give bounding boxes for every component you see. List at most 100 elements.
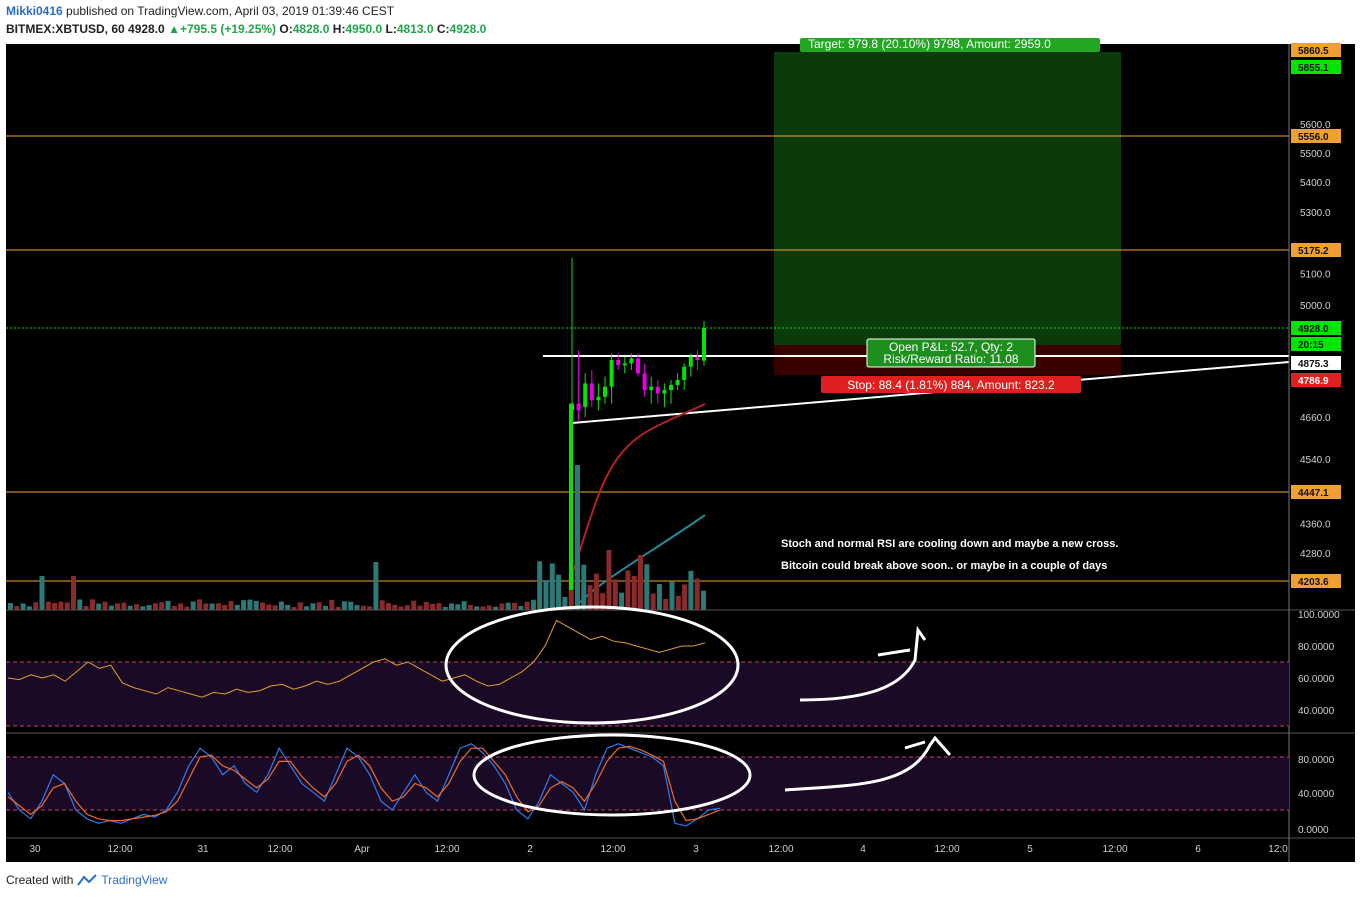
- volume-bar: [644, 564, 650, 610]
- volume-bar: [272, 605, 278, 610]
- volume-bar: [455, 604, 461, 610]
- price-tick-label: 5300.0: [1300, 208, 1331, 219]
- volume-bar: [360, 605, 366, 610]
- volume-bar: [83, 606, 89, 610]
- price-tag: [1291, 373, 1341, 387]
- time-tick-label: Apr: [354, 844, 370, 855]
- time-tick-label: 4: [860, 844, 866, 855]
- annotation-line-2: Bitcoin could break above soon.. or mayb…: [781, 560, 1107, 572]
- price-change: +795.5 (+19.25%): [179, 22, 277, 36]
- candle: [570, 403, 574, 411]
- volume-bar: [8, 603, 13, 610]
- volume-bar: [675, 595, 681, 610]
- candle: [702, 328, 706, 361]
- time-tick-label: 6: [1195, 844, 1201, 855]
- volume-bar: [694, 578, 700, 610]
- volume-bar: [461, 601, 467, 610]
- volume-bar: [499, 603, 505, 610]
- time-tick-label: 12:0: [1268, 844, 1288, 855]
- candle: [636, 358, 640, 374]
- candle: [609, 360, 614, 387]
- candle: [695, 356, 700, 361]
- volume-bar: [247, 599, 253, 610]
- volume-bar: [518, 606, 524, 610]
- symbol-line: BITMEX:XBTUSD, 60 4928.0 ▲+795.5 (+19.25…: [6, 22, 486, 36]
- stoch-tick-label: 40.0000: [1298, 789, 1335, 800]
- price-tag-label: 5855.1: [1298, 63, 1329, 74]
- volume-bar: [71, 576, 76, 610]
- rsi-arrow-drawing: [799, 625, 927, 702]
- price-tag: [1291, 574, 1341, 588]
- chart-canvas[interactable]: Target: 979.8 (20.10%) 9798, Amount: 295…: [0, 0, 1361, 862]
- volume-bar: [341, 601, 347, 610]
- rsi-axis: 100.0000 80.0000 60.0000 40.0000: [1298, 610, 1340, 717]
- candle: [682, 366, 687, 381]
- volume-bar: [556, 574, 562, 610]
- candle: [616, 360, 621, 366]
- volume-bar: [392, 604, 398, 610]
- volume-bar: [619, 592, 625, 610]
- candle: [622, 363, 627, 366]
- volume-bar: [404, 605, 410, 610]
- price-tag: [1291, 43, 1341, 57]
- candle: [576, 403, 581, 411]
- stoch-k-line: [7, 743, 721, 827]
- time-tick-label: 2: [527, 844, 533, 855]
- target-label: Target: 979.8 (20.10%) 9798, Amount: 295…: [808, 37, 1051, 51]
- volume-bar: [543, 580, 549, 610]
- volume-bar: [449, 603, 454, 610]
- price-tag-label: 5860.5: [1298, 46, 1329, 57]
- volume-bar: [474, 606, 480, 610]
- annotation-line-1: Stoch and normal RSI are cooling down an…: [781, 538, 1118, 550]
- low-value: 4813.0: [396, 22, 434, 36]
- volume-bar: [625, 570, 631, 610]
- price-tick-label: 4360.0: [1300, 519, 1331, 530]
- time-tick-label: 12:00: [107, 844, 132, 855]
- candle: [569, 403, 573, 590]
- volume-bar: [373, 562, 379, 610]
- volume-bar: [398, 606, 404, 610]
- volume-bar: [612, 579, 618, 610]
- volume-bar: [159, 602, 165, 610]
- volume-bar: [436, 603, 442, 610]
- volume-bar: [39, 576, 45, 610]
- price-tag-label: 4875.3: [1298, 359, 1329, 370]
- stoch-d-line: [7, 745, 721, 822]
- volume-bar: [663, 598, 669, 610]
- stoch-tick-label: 80.0000: [1298, 755, 1335, 766]
- volume-bar: [348, 601, 354, 610]
- volume-bar: [587, 585, 593, 610]
- time-tick-label: 30: [29, 844, 41, 855]
- horizontal-levels: [6, 135, 1289, 582]
- rsi-tick-label: 40.0000: [1298, 706, 1335, 717]
- close-label: C:: [436, 22, 450, 36]
- tradingview-link[interactable]: TradingView: [101, 873, 168, 887]
- time-tick-label: 12:00: [434, 844, 459, 855]
- stoch-arrow-drawing: [784, 735, 952, 792]
- candle: [669, 385, 673, 391]
- price-tick-label: 4660.0: [1300, 413, 1331, 424]
- author-link[interactable]: Mikki0416: [6, 4, 63, 18]
- open-value: 4828.0: [292, 22, 330, 36]
- price-tag-label: 4928.0: [1298, 324, 1329, 335]
- volume-bar: [575, 465, 580, 610]
- volume-bar: [228, 601, 234, 610]
- price-tag: [1291, 60, 1341, 74]
- volume-bar: [190, 601, 196, 610]
- rsi-tick-label: 80.0000: [1298, 642, 1335, 653]
- volume-bar: [241, 600, 247, 610]
- volume-bar: [430, 603, 436, 610]
- volume-bar: [297, 602, 303, 610]
- volume-bar: [600, 593, 606, 610]
- footer: Created with TradingView: [6, 873, 167, 887]
- stop-text: Stop: 88.4 (1.81%) 884, Amount: 823.2: [847, 378, 1055, 392]
- time-tick-label: 31: [197, 844, 209, 855]
- volume-bar: [260, 602, 265, 610]
- candle: [662, 390, 667, 394]
- volume-bar: [115, 603, 121, 610]
- close-value: 4928.0: [449, 22, 487, 36]
- price-axis: 5600.0 5500.0 5400.0 5300.0 5100.0 5000.0 4660…: [1300, 120, 1331, 560]
- volume-bar: [480, 606, 486, 610]
- volume-bar: [669, 581, 675, 610]
- volume-bar: [367, 606, 373, 610]
